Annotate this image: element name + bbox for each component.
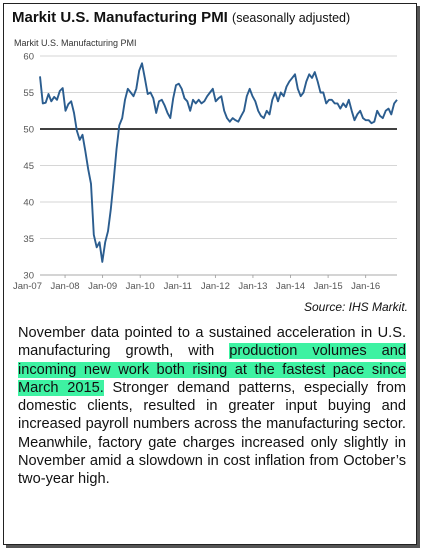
x-tick-label: Jan-10: [126, 281, 155, 292]
x-tick-label: Jan-13: [238, 281, 267, 292]
x-tick-label: Jan-14: [276, 281, 305, 292]
x-tick-label: Jan-08: [51, 281, 80, 292]
x-tick-label: Jan-09: [88, 281, 117, 292]
x-tick-label: Jan-12: [201, 281, 230, 292]
y-tick-label: 35: [23, 234, 34, 245]
x-tick-label: Jan-15: [314, 281, 343, 292]
y-tick-label: 55: [23, 88, 34, 99]
pmi-chart: 30 35 40 45 50 55 60 Jan-07 Jan-08 Jan-09 Jan-10 Ja…: [13, 38, 398, 292]
y-tick-label: 30: [23, 271, 34, 282]
page-title: Markit U.S. Manufacturing PMI (seasonall…: [12, 9, 350, 26]
series-line-pmi: [39, 62, 398, 263]
series-label: Markit U.S. Manufacturing PMI: [14, 38, 137, 48]
source-note: Source: IHS Markit.: [303, 300, 408, 314]
chart-subtitle: (seasonally adjusted): [232, 11, 351, 25]
y-tick-label: 60: [23, 52, 34, 63]
commentary-paragraph: November data pointed to a sustained acc…: [18, 324, 407, 489]
x-tick-label: Jan-16: [351, 281, 380, 292]
paragraph-text-2: Stronger demand patterns, especially fro…: [18, 379, 406, 488]
y-tick-label: 45: [23, 161, 34, 172]
x-tick-label: Jan-07: [13, 281, 42, 292]
chart-title: Markit U.S. Manufacturing PMI: [12, 9, 228, 26]
y-tick-label: 50: [23, 125, 34, 136]
x-tick-label: Jan-11: [164, 281, 192, 292]
y-tick-label: 40: [23, 198, 34, 209]
paragraph-text-1: November data pointed to a sustained acc…: [18, 325, 406, 360]
